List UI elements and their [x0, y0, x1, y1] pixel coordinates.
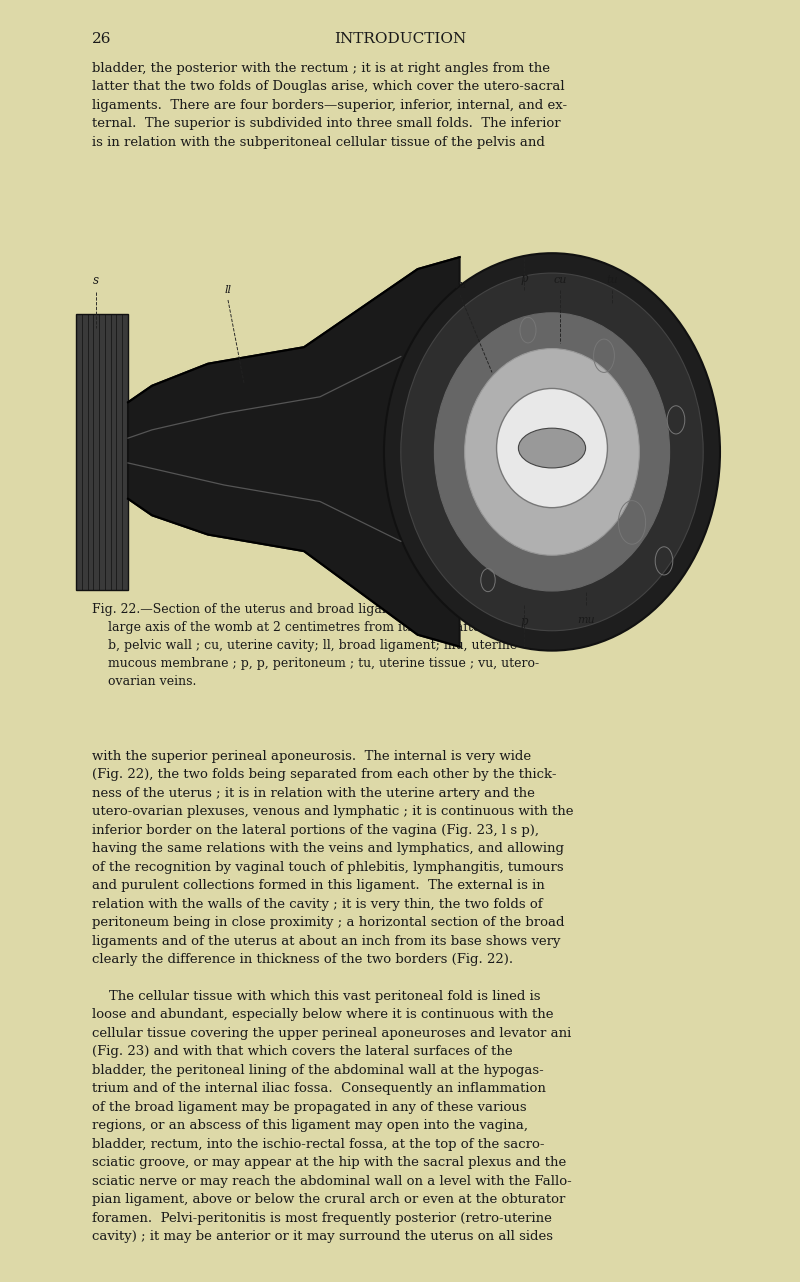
Text: p: p [520, 272, 528, 285]
Ellipse shape [384, 254, 720, 651]
Polygon shape [128, 258, 459, 646]
Text: p: p [520, 615, 528, 628]
Text: INTRODUCTION: INTRODUCTION [334, 32, 466, 46]
Text: The cellular tissue with which this vast peritoneal fold is lined is
loose and a: The cellular tissue with which this vast… [92, 990, 572, 1244]
Text: mu: mu [577, 615, 594, 626]
Text: vu: vu [454, 279, 466, 290]
Text: Fig. 22.—Section of the uterus and broad ligaments perpendicular to the
    larg: Fig. 22.—Section of the uterus and broad… [92, 603, 555, 687]
Text: cu: cu [554, 274, 566, 285]
Text: with the superior perineal aponeurosis.  The internal is very wide
(Fig. 22), th: with the superior perineal aponeurosis. … [92, 750, 574, 967]
Bar [76, 314, 128, 590]
Text: s: s [93, 274, 98, 287]
Text: bladder, the posterior with the rectum ; it is at right angles from the
latter t: bladder, the posterior with the rectum ;… [92, 62, 567, 149]
Ellipse shape [434, 313, 670, 591]
Ellipse shape [401, 273, 703, 631]
Ellipse shape [518, 428, 586, 468]
Text: 26: 26 [92, 32, 111, 46]
Ellipse shape [497, 388, 607, 508]
Text: ll: ll [225, 285, 231, 295]
Text: tu: tu [606, 274, 618, 285]
Ellipse shape [465, 349, 639, 555]
